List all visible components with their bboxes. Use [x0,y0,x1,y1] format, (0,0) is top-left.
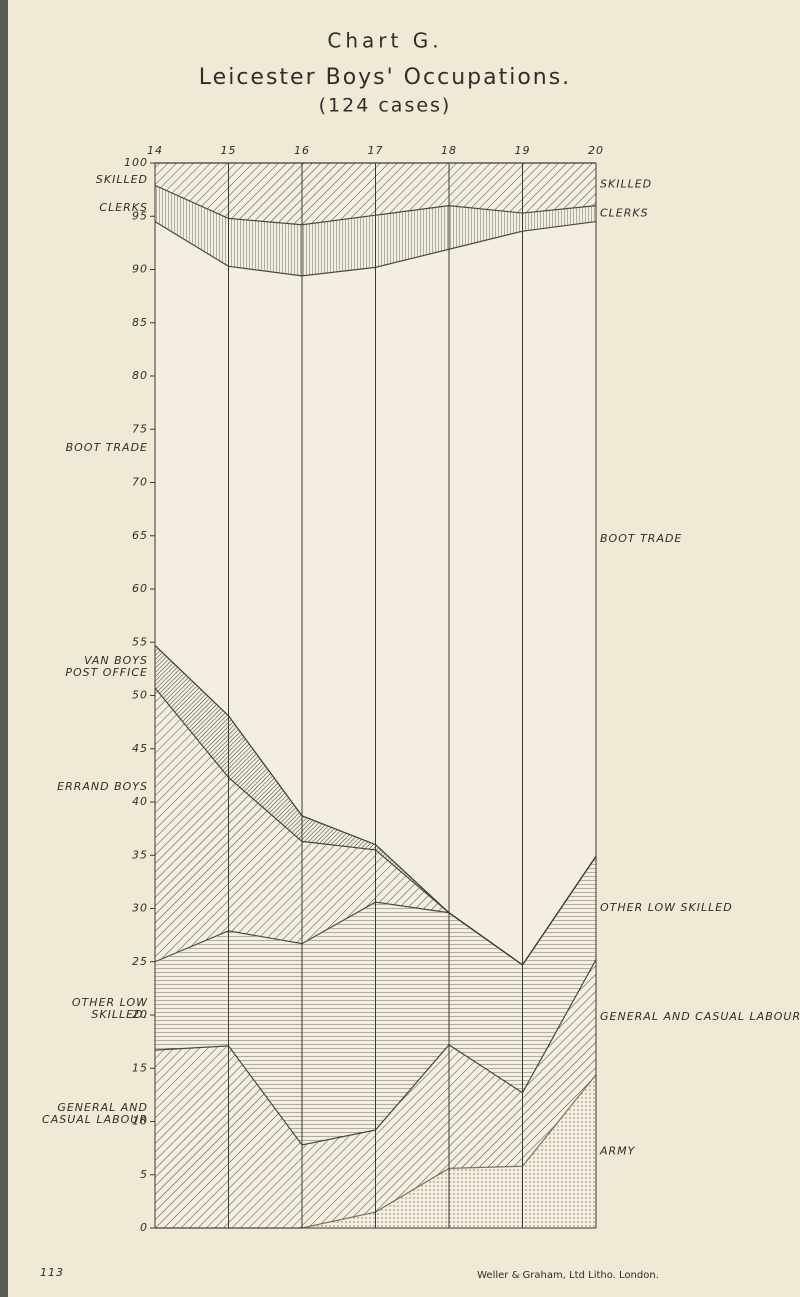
y-tick-label: 45 [132,742,148,755]
side-label: GENERAL AND [57,1101,148,1114]
side-label: BOOT TRADE [66,441,148,454]
side-label: CLERKS [99,201,148,214]
side-label: VAN BOYS [84,654,148,667]
binding-edge [0,0,8,1297]
series-label: GENERAL AND CASUAL LABOUR [600,1010,800,1023]
x-tick-label: 16 [294,144,310,157]
series-label: SKILLED [600,177,652,190]
y-tick-label: 80 [132,369,148,382]
x-tick-label: 20 [588,144,604,157]
y-tick-label: 100 [124,156,148,169]
area [155,959,596,1228]
y-tick-label: 50 [132,689,148,702]
y-tick-label: 30 [132,902,148,915]
x-tick-label: 15 [221,144,237,157]
page-number: 113 [40,1266,64,1279]
series-label: ARMY [599,1144,636,1157]
side-label: OTHER LOW [72,996,148,1009]
area [155,688,596,965]
side-label: ERRAND BOYS [57,780,148,793]
y-tick-label: 35 [132,848,148,861]
y-tick-label: 25 [132,955,148,968]
y-tick-label: 85 [132,316,148,329]
y-tick-label: 40 [132,795,148,808]
chart-subtitle: Leicester Boys' Occupations. [199,65,571,90]
y-tick-label: 10 [132,1115,148,1128]
x-tick-label: 19 [515,144,531,157]
x-tick-label: 18 [441,144,457,157]
series-label: OTHER LOW SKILLED [600,901,733,914]
chart-title: Chart G. [327,29,442,53]
side-label: CASUAL LABOUR [42,1113,148,1126]
y-tick-label: 20 [132,1008,148,1021]
side-label: POST OFFICE [65,666,148,679]
y-tick-label: 65 [132,529,148,542]
y-tick-label: 55 [132,635,148,648]
y-tick-label: 90 [132,263,148,276]
chart-note: (124 cases) [319,95,452,117]
series-label: BOOT TRADE [600,532,682,545]
series-label: CLERKS [600,207,649,220]
side-label: SKILLED. [91,1008,148,1021]
y-tick-label: 70 [132,476,148,489]
y-tick-label: 5 [140,1168,148,1181]
y-tick-label: 95 [132,209,148,222]
x-tick-label: 17 [368,144,384,157]
x-tick-label: 14 [147,144,163,157]
imprint: Weller & Graham, Ltd Litho. London. [477,1270,659,1281]
side-label: SKILLED [96,173,148,186]
y-tick-label: 75 [132,422,148,435]
y-tick-label: 60 [132,582,148,595]
area [155,1074,596,1228]
y-tick-label: 0 [140,1221,148,1234]
y-tick-label: 15 [132,1061,148,1074]
